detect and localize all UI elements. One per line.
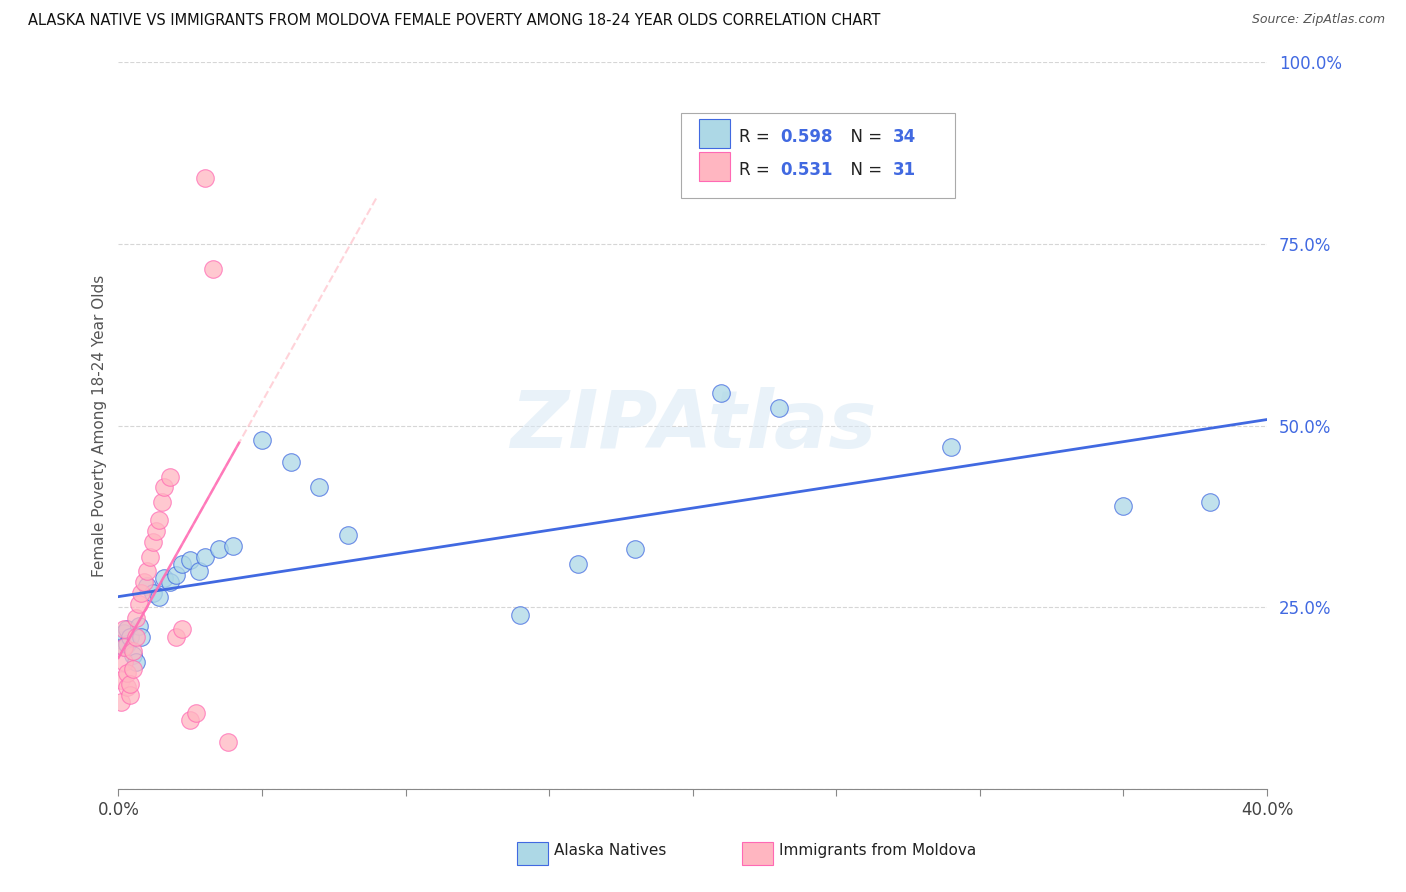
Point — [139, 549, 162, 564]
Point — [153, 571, 176, 585]
Text: 34: 34 — [893, 128, 917, 146]
Point — [194, 171, 217, 186]
Point — [136, 564, 159, 578]
Point — [115, 622, 138, 636]
Text: N =: N = — [839, 128, 887, 146]
Point — [1198, 495, 1220, 509]
Point — [115, 637, 138, 651]
Point — [194, 549, 217, 564]
Text: R =: R = — [738, 128, 775, 146]
Point — [159, 574, 181, 589]
Point — [567, 557, 589, 571]
Point — [112, 626, 135, 640]
Point — [110, 633, 132, 648]
Point — [136, 579, 159, 593]
Point — [118, 688, 141, 702]
Point — [112, 640, 135, 655]
Point — [280, 455, 302, 469]
Point — [217, 735, 239, 749]
Point — [159, 469, 181, 483]
Text: 31: 31 — [893, 161, 917, 179]
Point — [202, 262, 225, 277]
Point — [118, 677, 141, 691]
Point — [142, 535, 165, 549]
Text: N =: N = — [839, 161, 887, 179]
Point — [121, 662, 143, 676]
Point — [121, 648, 143, 662]
Point — [142, 586, 165, 600]
Point — [124, 655, 146, 669]
Point — [131, 586, 153, 600]
Point — [131, 630, 153, 644]
Point — [179, 553, 201, 567]
Point — [110, 673, 132, 688]
Point — [337, 527, 360, 541]
Text: Source: ZipAtlas.com: Source: ZipAtlas.com — [1251, 13, 1385, 27]
Point — [112, 622, 135, 636]
Text: 0.598: 0.598 — [780, 128, 834, 146]
Point — [145, 524, 167, 538]
Point — [124, 611, 146, 625]
Text: Immigrants from Moldova: Immigrants from Moldova — [779, 844, 976, 858]
Point — [165, 630, 187, 644]
Point — [112, 640, 135, 655]
Point — [250, 434, 273, 448]
Point — [179, 713, 201, 727]
Point — [128, 618, 150, 632]
Point — [768, 401, 790, 415]
Y-axis label: Female Poverty Among 18-24 Year Olds: Female Poverty Among 18-24 Year Olds — [93, 275, 107, 577]
Point — [939, 441, 962, 455]
Point — [710, 386, 733, 401]
Point — [128, 597, 150, 611]
Point — [110, 695, 132, 709]
Point — [115, 665, 138, 680]
Point — [134, 574, 156, 589]
Point — [308, 481, 330, 495]
Point — [509, 607, 531, 622]
Point — [148, 590, 170, 604]
Point — [184, 706, 207, 720]
Point — [118, 630, 141, 644]
Text: Alaska Natives: Alaska Natives — [554, 844, 666, 858]
Point — [1112, 499, 1135, 513]
Point — [165, 567, 187, 582]
Point — [115, 681, 138, 695]
Point — [222, 539, 245, 553]
Point — [187, 564, 209, 578]
Point — [624, 542, 647, 557]
Text: 0.531: 0.531 — [780, 161, 834, 179]
Text: ZIPAtlas: ZIPAtlas — [509, 386, 876, 465]
Point — [170, 622, 193, 636]
Point — [208, 542, 231, 557]
Point — [112, 655, 135, 669]
Text: ALASKA NATIVE VS IMMIGRANTS FROM MOLDOVA FEMALE POVERTY AMONG 18-24 YEAR OLDS CO: ALASKA NATIVE VS IMMIGRANTS FROM MOLDOVA… — [28, 13, 880, 29]
Point — [124, 630, 146, 644]
Point — [121, 644, 143, 658]
Point — [170, 557, 193, 571]
Point — [148, 513, 170, 527]
Text: R =: R = — [738, 161, 775, 179]
Point — [153, 481, 176, 495]
Point — [150, 495, 173, 509]
